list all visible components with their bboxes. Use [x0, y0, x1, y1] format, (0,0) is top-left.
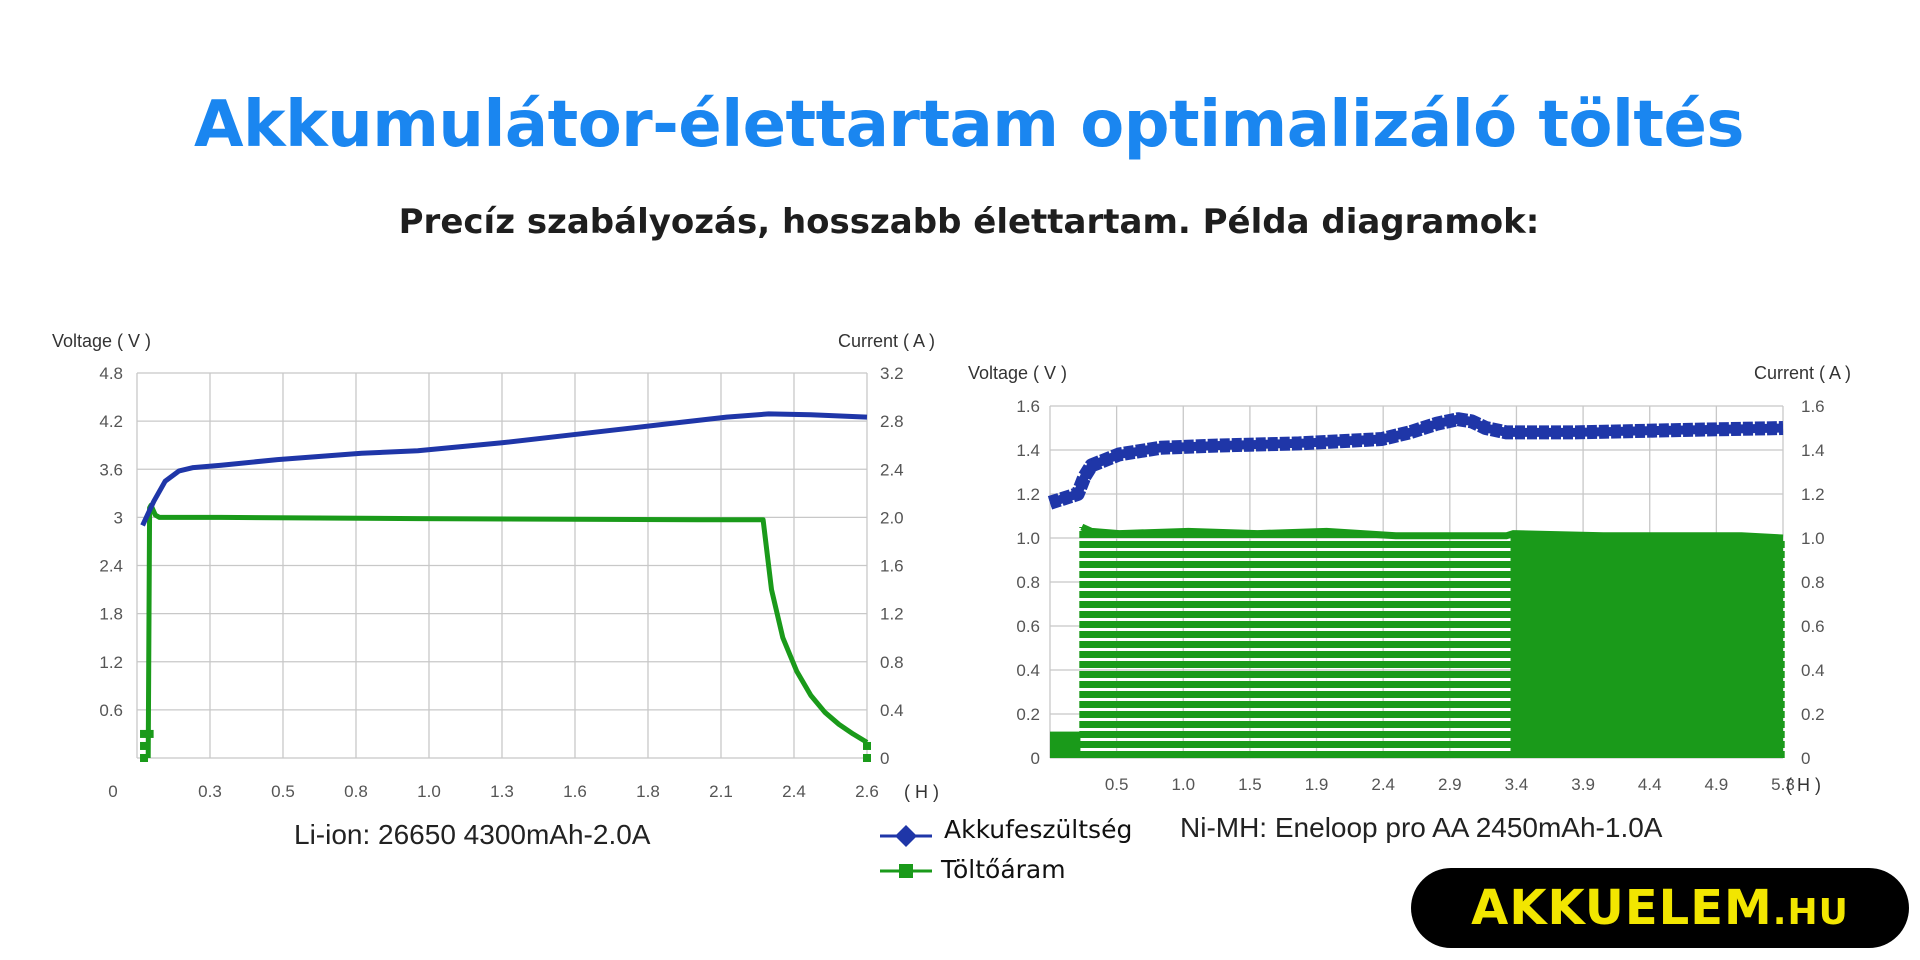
chart2-y-right-tick: 1.2: [1801, 485, 1825, 504]
logo-suffix: .HU: [1772, 892, 1849, 933]
chart2-x-unit: ( H ): [1786, 775, 1821, 795]
chart1-y-right-tick: 2.4: [880, 460, 904, 479]
chart2-y-left-tick: 0.2: [1016, 705, 1040, 724]
chart1-y-right-tick: 0: [880, 749, 889, 768]
chart2-y-left-tick: 1.2: [1016, 485, 1040, 504]
chart2-right-axis-label: Current ( A ): [1754, 363, 1851, 383]
chart1-y-right-tick: 0.8: [880, 653, 904, 672]
chart2-current-initial: [1050, 731, 1081, 758]
legend-diamond-marker: [895, 825, 917, 847]
chart1-x-tick: 0.8: [344, 782, 368, 801]
chart2-y-left-tick: 1.0: [1016, 529, 1040, 548]
chart1-x-tick: 2.1: [709, 782, 733, 801]
chart1-y-left-tick: 3.6: [99, 460, 123, 479]
page-subtitle: Precíz szabályozás, hosszabb élettartam.…: [398, 202, 1540, 242]
chart2-x-tick: 3.4: [1505, 775, 1529, 794]
chart1-x-tick: 1.0: [417, 782, 441, 801]
chart1-y-left-tick: 1.2: [99, 653, 123, 672]
chart2-y-right-tick: 1.6: [1801, 397, 1825, 416]
chart1-current-marker: [863, 741, 871, 750]
chart2-x-tick: 3.9: [1571, 775, 1595, 794]
chart1-x-unit: ( H ): [904, 782, 939, 802]
chart2-x-tick: 4.4: [1638, 775, 1662, 794]
chart2-voltage-core: [1048, 414, 1784, 508]
chart1-x-tick: 1.3: [490, 782, 514, 801]
chart1-y-left-tick: 4.8: [99, 364, 123, 383]
page-title: Akkumulátor-élettartam optimalizáló tölt…: [194, 88, 1745, 162]
chart1-y-left-tick: 1.8: [99, 605, 123, 624]
chart1-current-marker: [140, 741, 149, 750]
chart1-y-left-tick: 2.4: [99, 557, 123, 576]
chart2-caption: Ni-MH: Eneloop pro AA 2450mAh-1.0A: [1180, 812, 1663, 843]
chart-li-ion: 0 0.3 0.5 0.8 1.0 1.3 1.6 1.8 2.1 2.4 2.6 4.8 4.2 3.6…: [52, 331, 939, 850]
chart1-voltage-line: [140, 411, 868, 527]
chart1-x-tick: 1.6: [563, 782, 587, 801]
chart2-y-right-tick: 0.2: [1801, 705, 1825, 724]
chart1-y-right-tick: 3.2: [880, 364, 904, 383]
chart1-current-marker: [140, 754, 149, 762]
chart1-y-right-tick: 0.4: [880, 701, 904, 720]
chart2-x-tick: 2.4: [1371, 775, 1395, 794]
chart2-y-right-tick: 0.8: [1801, 573, 1825, 592]
chart1-current-marker: [145, 729, 154, 738]
chart1-x-tick: 0.3: [198, 782, 222, 801]
chart1-x-tick: 0: [108, 782, 117, 801]
brand-logo: AKKUELEM.HU: [1411, 868, 1909, 948]
chart1-x-tick: 2.6: [855, 782, 879, 801]
chart2-x-tick: 1.5: [1238, 775, 1262, 794]
chart1-grid: 0 0.3 0.5 0.8 1.0 1.3 1.6 1.8 2.1 2.4 2.6 4.8 4.2 3.6…: [99, 364, 903, 801]
chart2-y-right-tick: 0.6: [1801, 617, 1825, 636]
chart1-x-tick: 2.4: [782, 782, 806, 801]
chart2-y-left-tick: 0: [1031, 749, 1040, 768]
chart2-y-right-tick: 1.0: [1801, 529, 1825, 548]
chart1-current-marker: [140, 729, 149, 738]
chart2-current-dense-block: [1510, 535, 1783, 758]
chart1-right-axis-label: Current ( A ): [838, 331, 935, 351]
chart2-left-axis-label: Voltage ( V ): [968, 363, 1067, 383]
chart2-current-peak-line: [1080, 523, 1784, 542]
chart2-y-left-tick: 0.8: [1016, 573, 1040, 592]
chart1-caption: Li-ion: 26650 4300mAh-2.0A: [294, 819, 651, 850]
chart2-y-left-tick: 0.4: [1016, 661, 1040, 680]
chart1-y-left-tick: 0.6: [99, 701, 123, 720]
chart2-x-tick: 5.3: [1771, 775, 1795, 794]
chart1-current-line: [145, 502, 869, 759]
chart1-y-right-tick: 1.2: [880, 605, 904, 624]
chart1-x-tick: 0.5: [271, 782, 295, 801]
logo-wordmark: AKKUELEM.HU: [1471, 880, 1849, 936]
logo-main: AKKUELEM: [1471, 880, 1773, 936]
chart2-y-left-tick: 0.6: [1016, 617, 1040, 636]
chart1-y-left-tick: 3: [114, 508, 123, 527]
chart2-x-tick: 2.9: [1438, 775, 1462, 794]
chart1-current-marker: [863, 754, 871, 762]
chart2-y-right-tick: 0: [1801, 749, 1810, 768]
legend-current-label: Töltőáram: [940, 855, 1066, 884]
chart1-series: [140, 411, 871, 762]
legend-voltage-label: Akkufeszültség: [944, 815, 1132, 844]
chart2-series: [1047, 412, 1785, 758]
chart2-y-right-tick: 0.4: [1801, 661, 1825, 680]
chart2-y-left-tick: 1.6: [1016, 397, 1040, 416]
chart1-y-right-tick: 2.0: [880, 508, 904, 527]
chart2-y-left-tick: 1.4: [1016, 441, 1040, 460]
chart1-y-left-tick: 4.2: [99, 412, 123, 431]
legend-square-marker: [899, 864, 913, 878]
chart2-x-tick: 4.9: [1705, 775, 1729, 794]
chart2-x-tick: 0.5: [1105, 775, 1129, 794]
chart1-y-right-tick: 1.6: [880, 557, 904, 576]
chart1-y-right-tick: 2.8: [880, 412, 904, 431]
chart2-y-right-tick: 1.4: [1801, 441, 1825, 460]
chart-ni-mh: 0.5 1.0 1.5 1.9 2.4 2.9 3.4 3.9 4.4 4.9 5.3 1.6 1.4 1…: [968, 363, 1851, 843]
chart2-x-tick: 1.9: [1305, 775, 1329, 794]
chart2-x-tick: 1.0: [1171, 775, 1195, 794]
chart1-x-tick: 1.8: [636, 782, 660, 801]
chart1-left-axis-label: Voltage ( V ): [52, 331, 151, 351]
legend: Akkufeszültség Töltőáram: [880, 815, 1132, 884]
